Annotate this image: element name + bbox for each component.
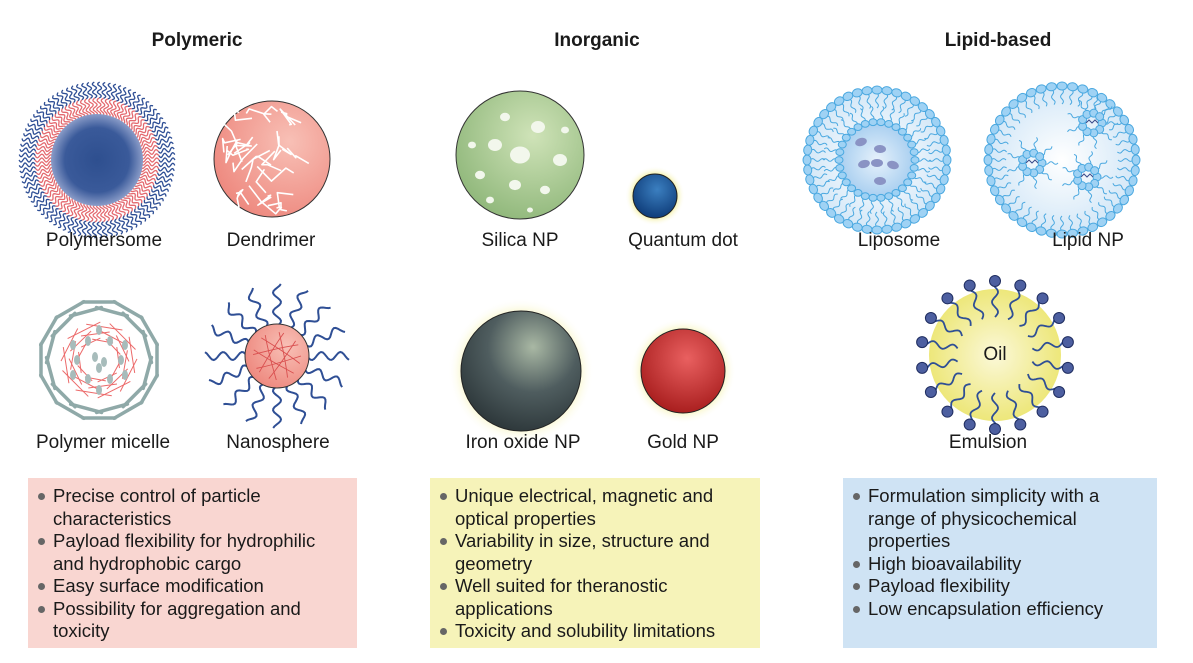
label-polymersome: Polymersome bbox=[45, 230, 163, 251]
iron-oxide-np-graphic bbox=[448, 298, 594, 444]
label-dendrimer: Dendrimer bbox=[226, 230, 316, 251]
label-emulsion: Emulsion bbox=[948, 432, 1028, 453]
label-gold-np: Gold NP bbox=[647, 432, 719, 453]
label-silica-np: Silica NP bbox=[481, 230, 559, 251]
label-nanosphere: Nanosphere bbox=[226, 432, 330, 453]
gold-np-graphic bbox=[630, 318, 736, 424]
bullet-point: Toxicity and solubility limitations bbox=[440, 620, 752, 643]
bullet-point: Low encapsulation efficiency bbox=[853, 598, 1149, 621]
bullet-point: Easy surface modification bbox=[38, 575, 349, 598]
inorganic-summary-box: Unique electrical, magnetic and optical … bbox=[430, 478, 760, 648]
column-title-polymeric: Polymeric bbox=[151, 30, 243, 51]
liposome-graphic bbox=[802, 85, 952, 235]
polymersome-graphic bbox=[18, 81, 176, 239]
column-title-inorganic: Inorganic bbox=[554, 30, 640, 51]
polymeric-summary-box: Precise control of particle characterist… bbox=[28, 478, 357, 648]
bullet-point: Formulation simplicity with a range of p… bbox=[853, 485, 1149, 553]
bullet-point: Variability in size, structure and geome… bbox=[440, 530, 752, 575]
polymer-micelle-graphic bbox=[39, 300, 159, 420]
label-liposome: Liposome bbox=[857, 230, 941, 251]
bullet-point: Payload flexibility for hydrophilic and … bbox=[38, 530, 349, 575]
label-polymer-micelle: Polymer micelle bbox=[35, 432, 171, 453]
oil-label: Oil bbox=[983, 344, 1007, 365]
column-title-lipid-based: Lipid-based bbox=[944, 30, 1052, 51]
label-quantum-dot: Quantum dot bbox=[628, 230, 738, 251]
quantum-dot-graphic bbox=[625, 166, 685, 226]
lipid-np-graphic bbox=[983, 81, 1141, 239]
label-iron-oxide-np: Iron oxide NP bbox=[465, 432, 581, 453]
bullet-point: Unique electrical, magnetic and optical … bbox=[440, 485, 752, 530]
silica-np-graphic bbox=[455, 90, 585, 220]
bullet-point: High bioavailability bbox=[853, 553, 1149, 576]
emulsion-graphic bbox=[916, 275, 1074, 435]
bullet-point: Payload flexibility bbox=[853, 575, 1149, 598]
bullet-point: Possibility for aggregation and toxicity bbox=[38, 598, 349, 643]
bullet-point: Precise control of particle characterist… bbox=[38, 485, 349, 530]
label-lipid-np: Lipid NP bbox=[1052, 230, 1124, 251]
lipid-based-summary-box: Formulation simplicity with a range of p… bbox=[843, 478, 1157, 648]
bullet-point: Well suited for theranostic applications bbox=[440, 575, 752, 620]
dendrimer-graphic bbox=[213, 100, 331, 218]
nanosphere-graphic bbox=[204, 283, 350, 429]
